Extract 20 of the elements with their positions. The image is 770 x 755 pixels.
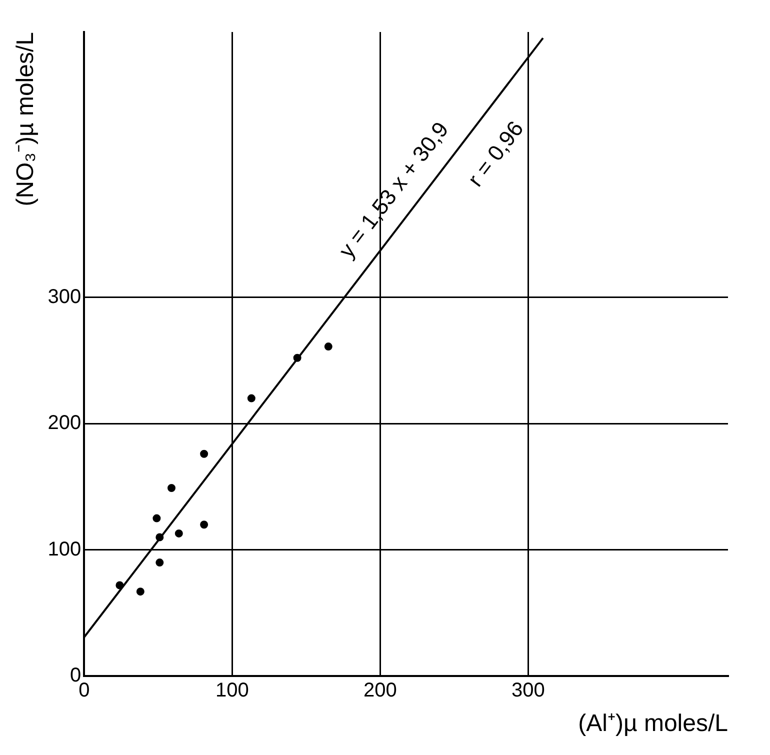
point xyxy=(324,342,332,351)
y-tick-label: 300 xyxy=(48,286,82,308)
x-tick-label: 300 xyxy=(512,680,545,702)
point xyxy=(200,450,208,458)
y-tick-label: 200 xyxy=(48,412,82,434)
point xyxy=(174,529,183,538)
point xyxy=(247,394,256,402)
point xyxy=(116,581,124,590)
x-tick-label: 200 xyxy=(363,680,397,702)
point xyxy=(156,533,164,542)
point xyxy=(200,520,208,529)
point xyxy=(136,588,144,596)
point xyxy=(293,354,302,362)
point xyxy=(156,558,164,567)
x-tick-label: 100 xyxy=(215,680,249,702)
point xyxy=(152,514,161,522)
x-axis-title: (Al⁺)µ moles/L xyxy=(578,710,728,738)
y-tick-label: 100 xyxy=(48,538,82,560)
y-axis-title: (NO₃⁻)µ moles/L xyxy=(12,32,40,206)
point xyxy=(167,484,176,492)
